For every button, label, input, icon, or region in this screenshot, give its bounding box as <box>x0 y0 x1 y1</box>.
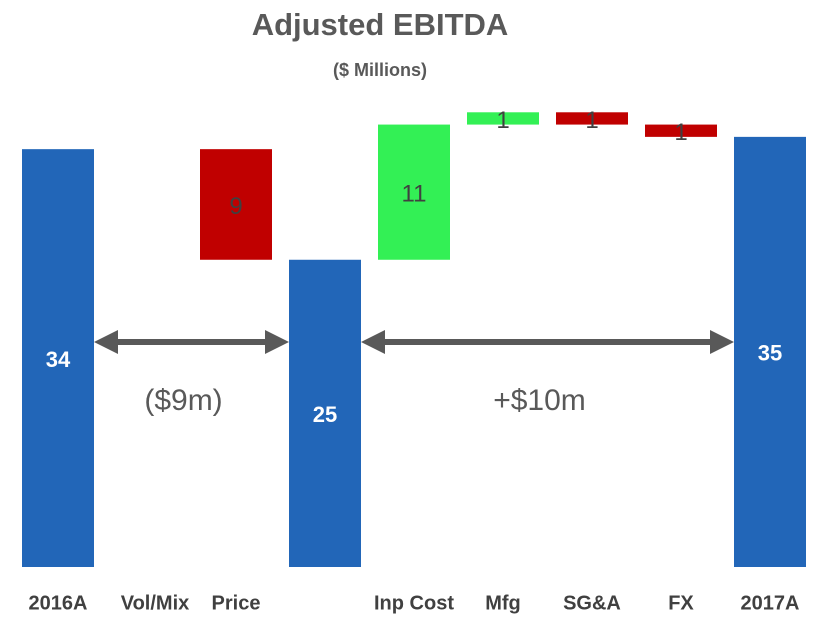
bar <box>22 149 94 567</box>
data-label: 11 <box>402 181 427 208</box>
bar <box>645 124 717 137</box>
x-tick-label: Inp Cost <box>374 592 454 614</box>
annotation: ($9m) <box>144 384 222 417</box>
bar <box>289 259 361 567</box>
data-label: 1 <box>585 107 598 134</box>
data-label: 1 <box>496 107 509 134</box>
x-tick-label: FX <box>668 592 694 614</box>
x-tick-label: 2016A <box>29 592 88 614</box>
bar <box>734 136 806 568</box>
data-label: 25 <box>313 402 337 427</box>
data-label: 9 <box>229 193 242 220</box>
bar <box>467 112 539 125</box>
x-tick-label: 2017A <box>741 592 800 614</box>
bar <box>556 112 628 125</box>
bar <box>378 124 450 260</box>
chart-title: Adjusted EBITDA <box>252 7 509 42</box>
x-tick-label: Price <box>212 592 261 614</box>
data-label: 1 <box>674 119 687 146</box>
annotation: +$10m <box>493 384 586 417</box>
x-tick-label: Vol/Mix <box>121 592 190 614</box>
chart-subtitle: ($ Millions) <box>333 60 427 80</box>
data-label: 34 <box>46 347 71 372</box>
data-label: 35 <box>758 341 782 366</box>
x-tick-label: SG&A <box>563 592 621 614</box>
bar <box>200 149 272 260</box>
x-tick-label: Mfg <box>485 592 521 614</box>
